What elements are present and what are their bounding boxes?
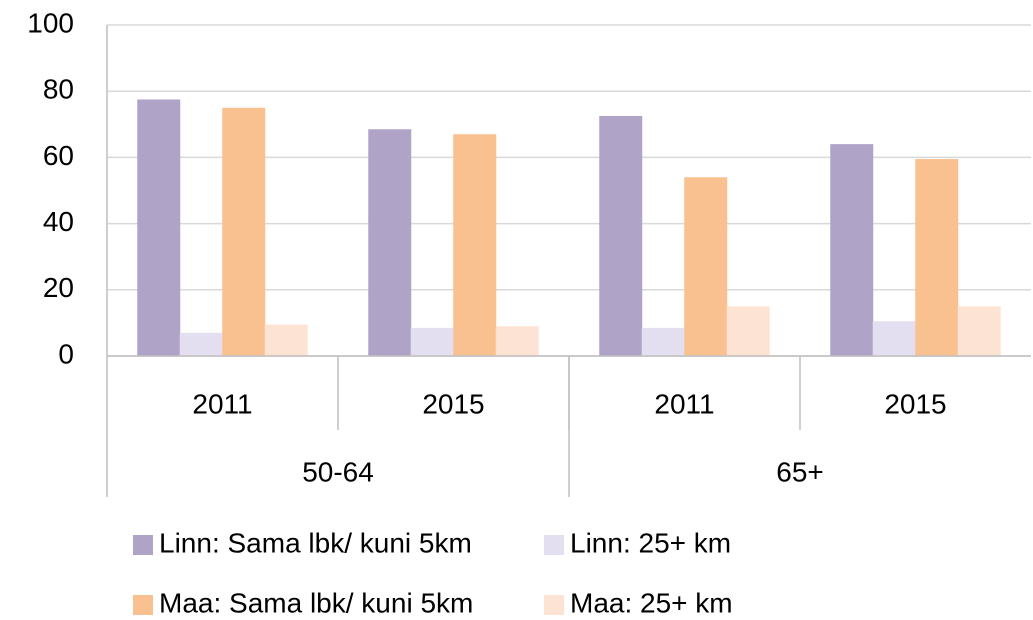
bar	[726, 306, 770, 356]
bar	[222, 107, 266, 356]
legend-label: Linn: 25+ km	[570, 527, 731, 558]
group-label: 50-64	[302, 456, 374, 487]
y-tick-label: 0	[58, 338, 74, 369]
y-tick-label: 40	[43, 206, 74, 237]
bar	[684, 177, 728, 356]
y-tick-label: 20	[43, 272, 74, 303]
x-tick-label: 2015	[422, 388, 484, 419]
x-tick-label: 2011	[654, 388, 714, 419]
bar	[495, 326, 539, 356]
bar	[957, 306, 1001, 356]
group-label: 65+	[776, 456, 824, 487]
bar	[641, 327, 685, 356]
x-tick-label: 2011	[192, 388, 252, 419]
bar	[453, 134, 497, 356]
bar	[410, 327, 454, 356]
y-tick-label: 60	[43, 140, 74, 171]
y-tick-label: 100	[27, 7, 74, 38]
bar	[915, 159, 959, 356]
bar	[599, 116, 643, 357]
legend-label: Maa: 25+ km	[570, 587, 733, 618]
bar	[368, 129, 412, 356]
legend-swatch	[544, 595, 564, 615]
bar	[872, 321, 916, 356]
legend-label: Maa: Sama lbk/ kuni 5km	[159, 587, 473, 618]
bar	[830, 144, 874, 356]
x-tick-label: 2015	[884, 388, 946, 419]
legend-swatch	[133, 595, 153, 615]
bar	[264, 324, 308, 356]
legend-swatch	[544, 535, 564, 555]
bar	[179, 332, 223, 356]
legend-label: Linn: Sama lbk/ kuni 5km	[159, 527, 472, 558]
legend-swatch	[133, 535, 153, 555]
bar	[137, 99, 181, 356]
y-tick-label: 80	[43, 74, 74, 105]
